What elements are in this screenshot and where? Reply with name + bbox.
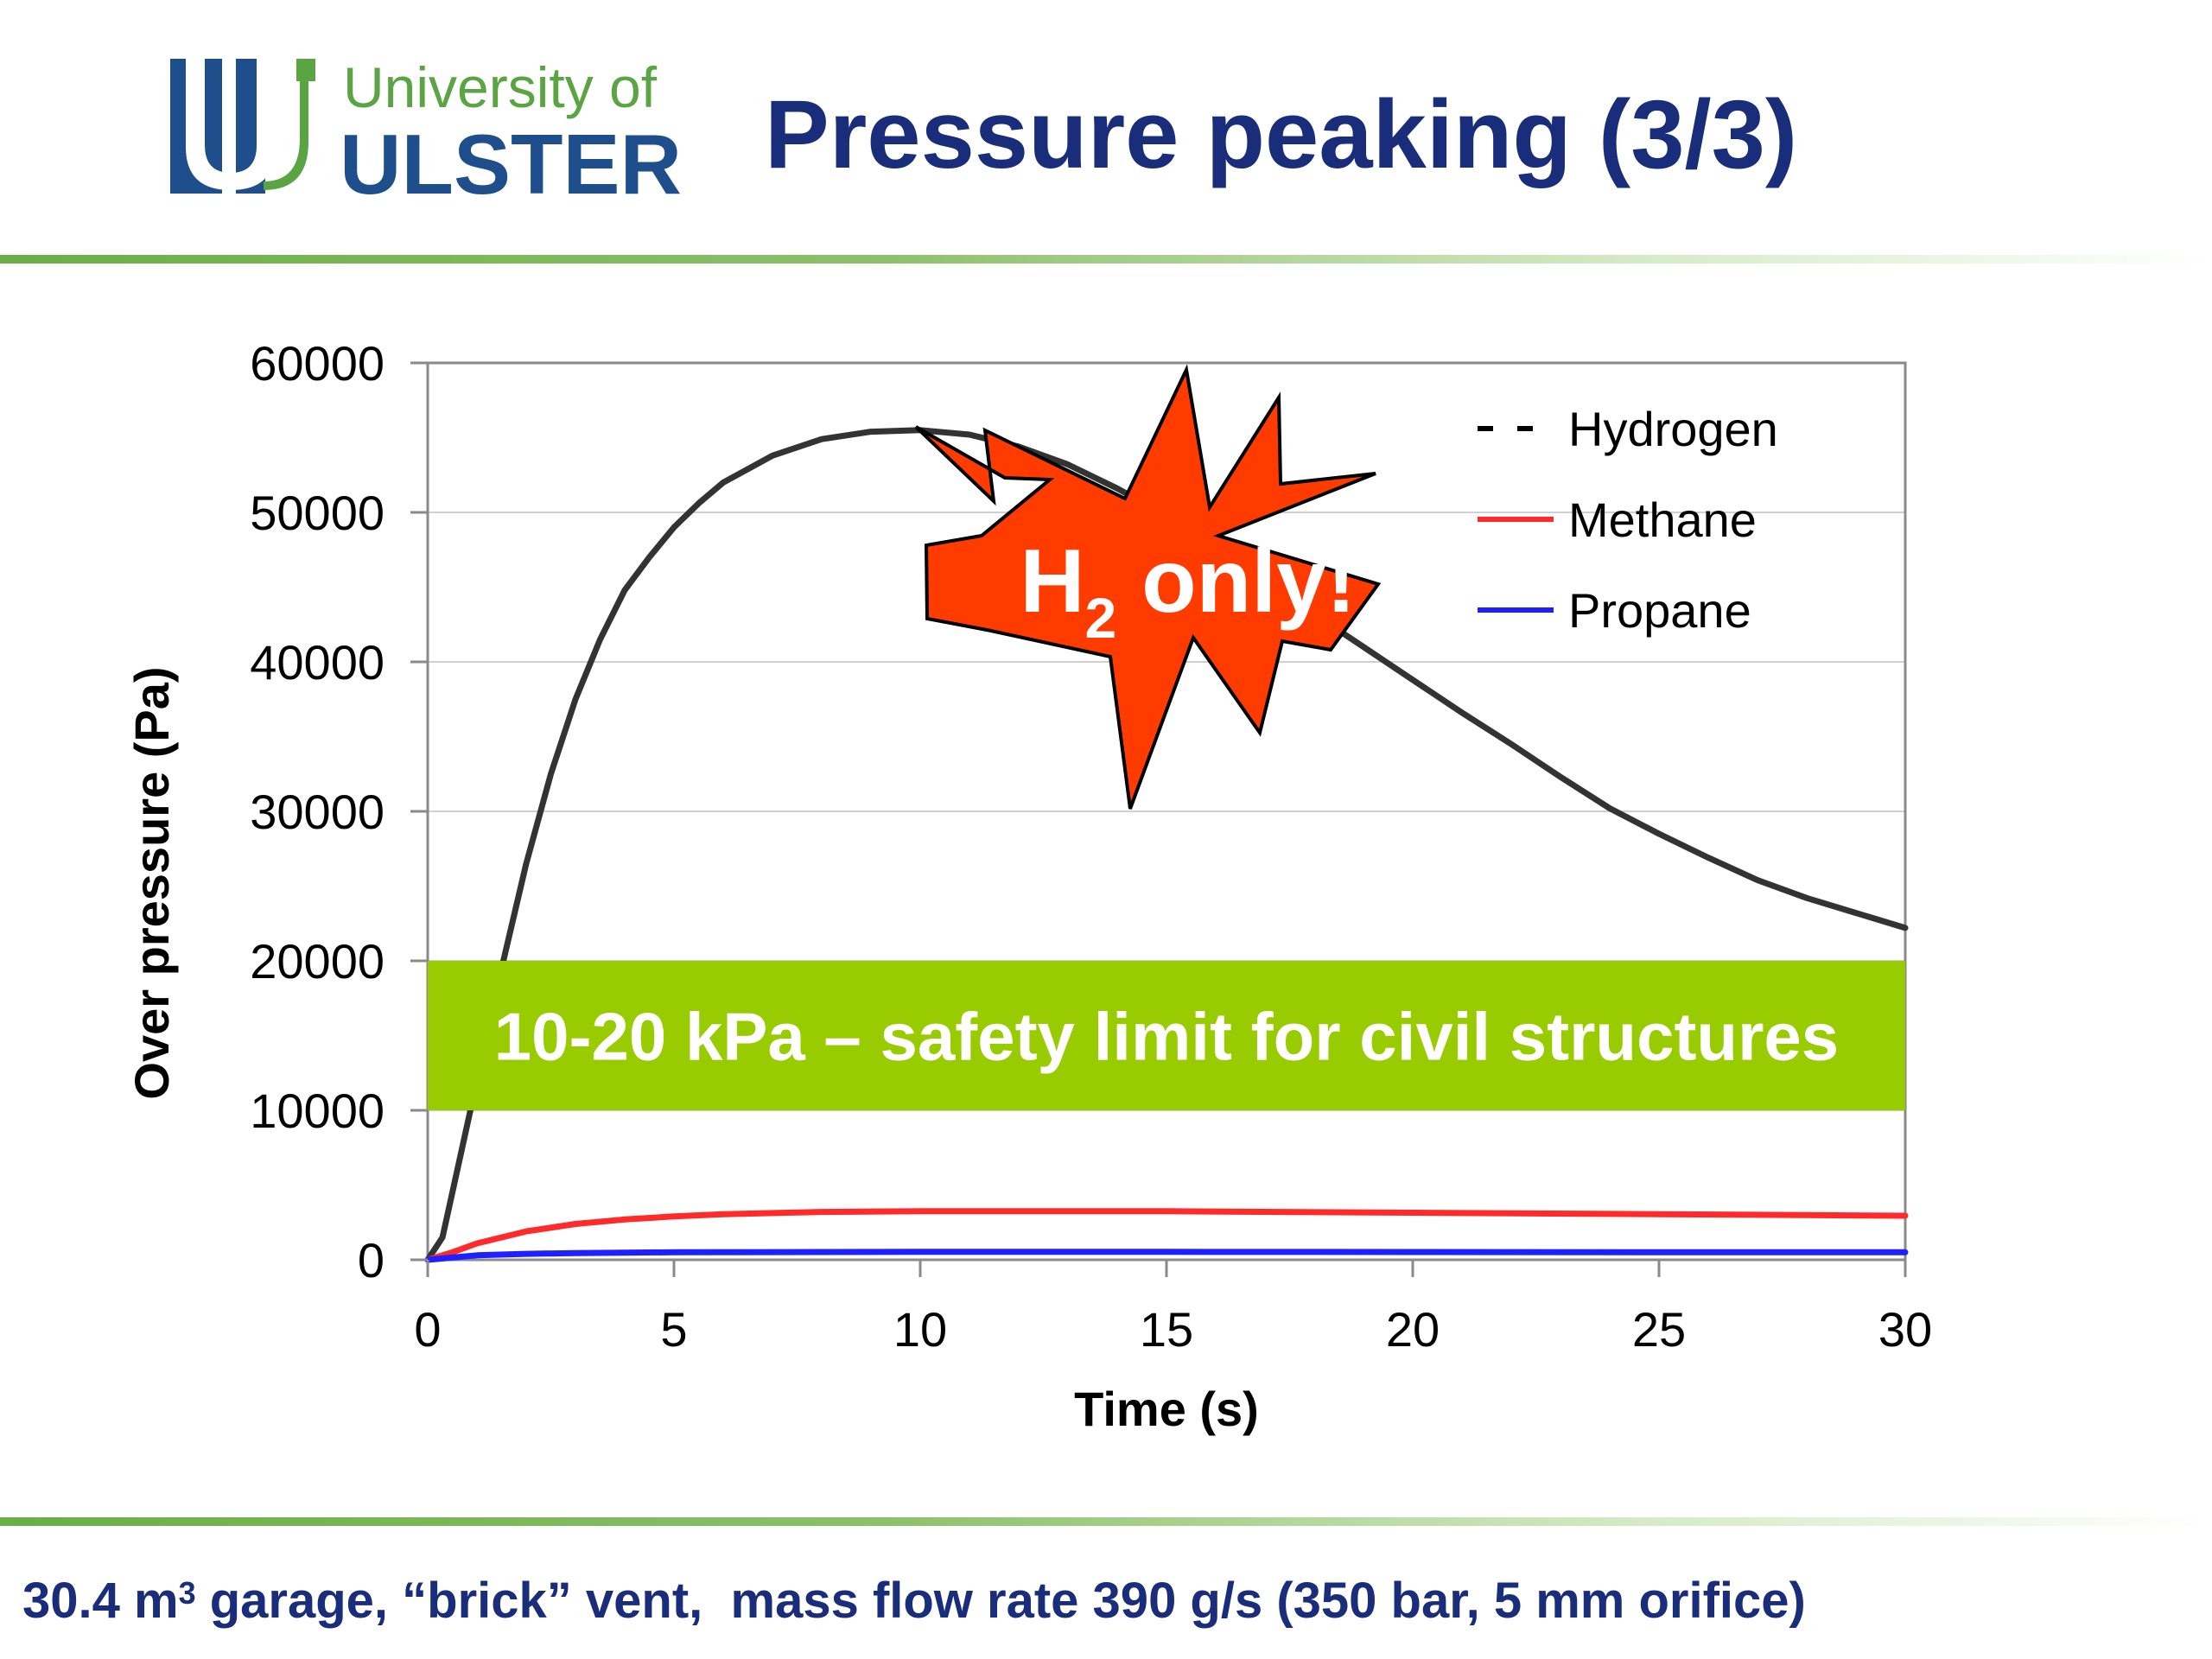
burst-label: H2 only! bbox=[1020, 531, 1356, 650]
y-axis-label: Over pressure (Pa) bbox=[124, 666, 179, 1099]
logo-green-arc bbox=[264, 69, 308, 190]
x-tick-label-4: 20 bbox=[1386, 1302, 1440, 1357]
x-tick-label-2: 10 bbox=[893, 1302, 947, 1357]
y-tick-label-1: 10000 bbox=[250, 1084, 385, 1138]
logo-green-bar bbox=[296, 59, 315, 81]
safety-limit-band: 10-20 kPa – safety limit for civil struc… bbox=[428, 961, 1905, 1110]
caption-superscript: 3 bbox=[178, 1575, 196, 1611]
safety-band-label: 10-20 kPa – safety limit for civil struc… bbox=[494, 999, 1839, 1075]
page-title: Pressure peaking (3/3) bbox=[765, 80, 1798, 188]
series-line-methane bbox=[424, 1208, 1909, 1263]
legend-label-methane: Methane bbox=[1568, 493, 1757, 547]
burst-suffix: only! bbox=[1116, 531, 1356, 632]
logo-u-mark bbox=[186, 59, 276, 190]
axis-ticks: 0 10000 20000 30000 40000 50000 60000 0 5 10 15 20 2… bbox=[250, 336, 1932, 1357]
y-tick-label-0: 0 bbox=[358, 1233, 385, 1287]
y-tick-label-5: 50000 bbox=[250, 486, 385, 540]
slide-caption: 30.4 m3 garage, “brick” vent, mass flow … bbox=[22, 1571, 1806, 1631]
x-tick-label-1: 5 bbox=[660, 1302, 687, 1357]
h2-only-burst: H2 only! bbox=[914, 364, 1382, 810]
x-tick-label-0: 0 bbox=[414, 1302, 441, 1357]
chart-legend: Hydrogen Methane Propane bbox=[1478, 402, 1778, 638]
x-tick-label-3: 15 bbox=[1140, 1302, 1193, 1357]
y-tick-label-2: 20000 bbox=[250, 934, 385, 988]
burst-star-shape bbox=[914, 364, 1382, 810]
caption-part2: garage, “brick” vent, mass flow rate 390… bbox=[195, 1573, 1806, 1629]
x-axis-label: Time (s) bbox=[1074, 1382, 1259, 1436]
y-tick-label-6: 60000 bbox=[250, 336, 385, 391]
series-line-propane bbox=[424, 1249, 1909, 1263]
legend-label-propane: Propane bbox=[1568, 583, 1751, 638]
university-of-ulster-logo: University of ULSTER bbox=[170, 55, 682, 207]
logo-line1: University of bbox=[343, 55, 658, 119]
burst-subscript: 2 bbox=[1085, 586, 1117, 650]
y-tick-label-3: 30000 bbox=[250, 785, 385, 839]
caption-part1: 30.4 m bbox=[22, 1573, 179, 1629]
x-tick-label-6: 30 bbox=[1878, 1302, 1932, 1357]
pressure-chart: 0 10000 20000 30000 40000 50000 60000 0 5 10 15 20 2… bbox=[124, 336, 1932, 1436]
footer-divider bbox=[0, 1517, 2212, 1526]
logo-line2: ULSTER bbox=[340, 117, 682, 207]
legend-label-hydrogen: Hydrogen bbox=[1568, 402, 1778, 456]
header-divider bbox=[0, 255, 2212, 264]
x-tick-label-5: 25 bbox=[1632, 1302, 1686, 1357]
burst-h: H bbox=[1020, 531, 1084, 632]
safety-band-fill bbox=[428, 961, 1905, 1110]
y-tick-label-4: 40000 bbox=[250, 635, 385, 690]
